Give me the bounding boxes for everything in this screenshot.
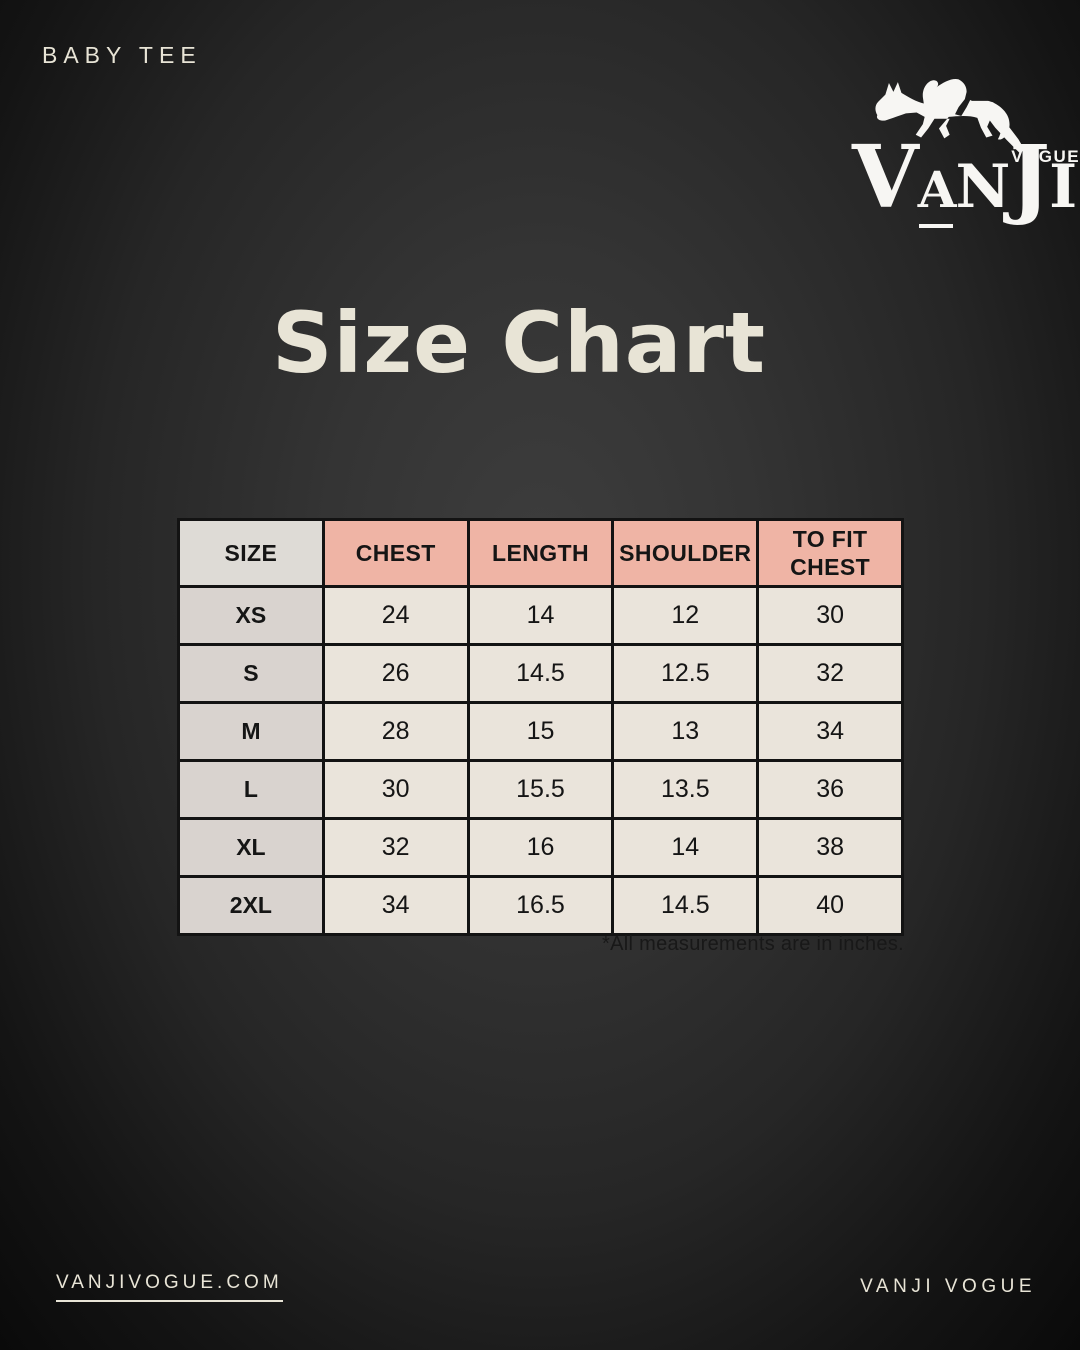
value-cell: 14.5 (466, 643, 615, 704)
column-header-shoulder: SHOULDER (611, 518, 760, 588)
website-link[interactable]: VANJIVOGUE.COM (56, 1272, 283, 1302)
table-row-xl: XL 32 16 14 38 (177, 817, 904, 878)
table-row-xs: XS 24 14 12 30 (177, 585, 904, 646)
value-cell: 14 (466, 585, 615, 646)
table-row-m: M 28 15 13 34 (177, 701, 904, 762)
product-label: BABY TEE (42, 42, 202, 68)
size-label: S (177, 643, 325, 704)
value-cell: 12.5 (611, 643, 760, 704)
value-cell: 16 (466, 817, 615, 878)
wordmark-letter: J (1009, 127, 1050, 228)
value-cell: 24 (321, 585, 470, 646)
value-cell: 13 (611, 701, 760, 762)
size-label: XS (177, 585, 325, 646)
table-header-row: SIZE CHEST LENGTH SHOULDER TO FIT CHEST (177, 518, 904, 588)
value-cell: 32 (756, 643, 904, 704)
page-title: Size Chart (271, 294, 767, 392)
column-header-length: LENGTH (466, 518, 615, 588)
value-cell: 16.5 (466, 875, 615, 936)
value-cell: 30 (321, 759, 470, 820)
value-cell: 15 (466, 701, 615, 762)
value-cell: 38 (756, 817, 904, 878)
value-cell: 13.5 (611, 759, 760, 820)
wordmark-letter: I (1049, 152, 1077, 222)
value-cell: 32 (321, 817, 470, 878)
value-cell: 40 (756, 875, 904, 936)
value-cell: 36 (756, 759, 904, 820)
jumping-horse-with-rider-icon (875, 79, 1025, 153)
value-cell: 30 (756, 585, 904, 646)
size-label: L (177, 759, 325, 820)
table-row-s: S 26 14.5 12.5 32 (177, 643, 904, 704)
table-row-l: L 30 15.5 13.5 36 (177, 759, 904, 820)
footer-brand-name: VANJI VOGUE (860, 1276, 1036, 1297)
measurements-footnote: *All measurements are in inches. (602, 933, 904, 955)
value-cell: 14.5 (611, 875, 760, 936)
value-cell: 34 (756, 701, 904, 762)
value-cell: 14 (611, 817, 760, 878)
wordmark-letter: V (852, 127, 919, 228)
value-cell: 12 (611, 585, 760, 646)
wordmark-letter: N (955, 152, 1011, 222)
size-label: 2XL (177, 875, 325, 936)
value-cell: 15.5 (466, 759, 615, 820)
value-cell: 34 (321, 875, 470, 936)
size-label: XL (177, 817, 325, 878)
size-chart-table: SIZE CHEST LENGTH SHOULDER TO FIT CHEST … (177, 518, 904, 936)
value-cell: 26 (321, 643, 470, 704)
brand-subtext: VOGUE (1011, 147, 1080, 166)
column-header-size: SIZE (177, 518, 325, 588)
column-header-to-fit-chest: TO FIT CHEST (756, 518, 904, 588)
wordmark-letter-underlined: A (917, 160, 957, 219)
size-label: M (177, 701, 325, 762)
column-header-chest: CHEST (321, 518, 470, 588)
brand-logo: VANJI VOGUE (852, 58, 1079, 221)
value-cell: 28 (321, 701, 470, 762)
brand-wordmark: VANJI VOGUE (852, 135, 1079, 221)
table-row-2xl: 2XL 34 16.5 14.5 40 (177, 875, 904, 936)
